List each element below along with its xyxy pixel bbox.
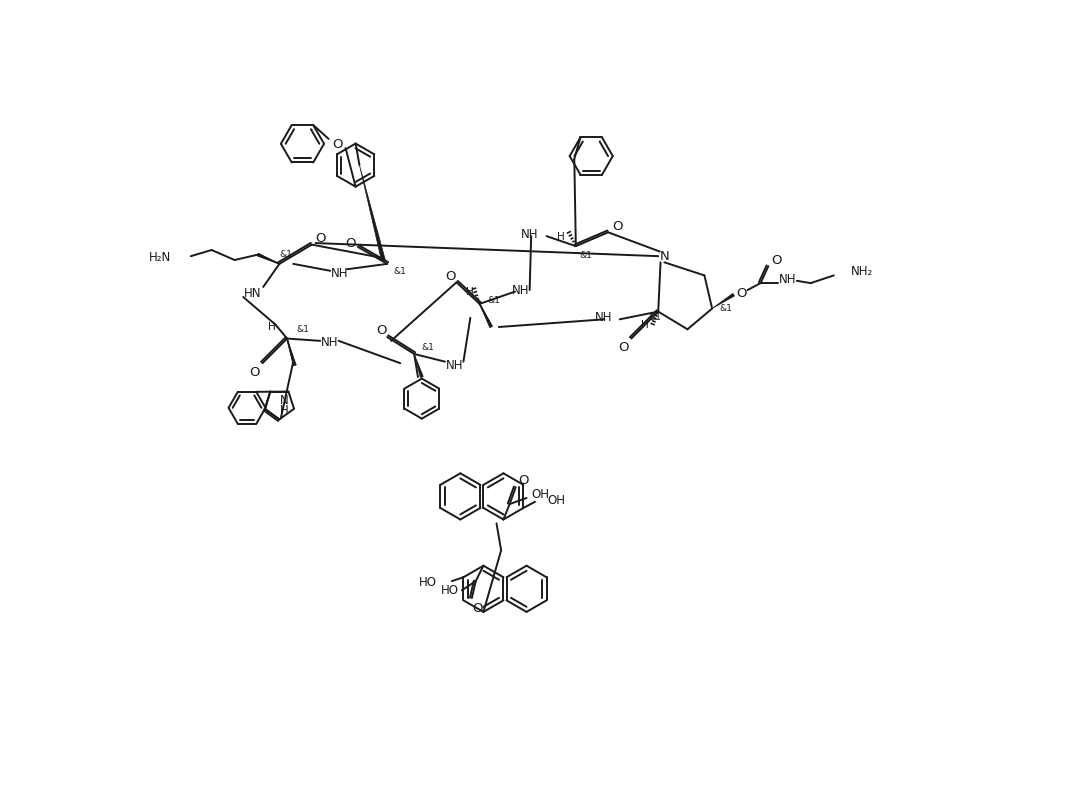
Polygon shape <box>287 338 296 366</box>
Text: &1: &1 <box>296 325 309 334</box>
Text: N: N <box>280 394 289 407</box>
Text: NH: NH <box>595 311 612 324</box>
Text: NH: NH <box>321 336 338 349</box>
Text: H: H <box>267 322 276 332</box>
Text: O: O <box>473 602 482 614</box>
Text: O: O <box>519 474 528 487</box>
Text: &1: &1 <box>393 267 406 276</box>
Text: H: H <box>556 232 564 242</box>
Text: &1: &1 <box>720 304 732 313</box>
Text: O: O <box>612 220 623 233</box>
Polygon shape <box>415 354 423 378</box>
Polygon shape <box>480 304 493 328</box>
Text: H₂N: H₂N <box>149 251 172 264</box>
Text: H: H <box>641 321 649 330</box>
Text: &1: &1 <box>422 343 435 352</box>
Text: &1: &1 <box>488 295 500 305</box>
Text: NH: NH <box>521 228 539 241</box>
Text: O: O <box>771 254 781 266</box>
Text: HN: HN <box>244 286 261 300</box>
Polygon shape <box>712 294 735 309</box>
Text: OH: OH <box>548 494 565 506</box>
Text: OH: OH <box>532 488 549 502</box>
Text: &1: &1 <box>279 250 292 259</box>
Text: H: H <box>466 287 474 298</box>
Text: &1: &1 <box>580 251 593 260</box>
Text: O: O <box>445 270 455 282</box>
Text: O: O <box>345 237 355 250</box>
Text: O: O <box>376 324 387 338</box>
Text: N: N <box>659 250 669 262</box>
Text: HO: HO <box>440 584 459 597</box>
Polygon shape <box>257 254 279 264</box>
Text: O: O <box>316 232 326 245</box>
Text: NH: NH <box>511 283 529 297</box>
Text: NH: NH <box>446 359 463 372</box>
Text: &1: &1 <box>648 314 661 322</box>
Text: HO: HO <box>419 576 436 589</box>
Text: O: O <box>619 342 628 354</box>
Text: H: H <box>280 403 289 417</box>
Text: O: O <box>736 286 746 300</box>
Text: O: O <box>333 138 344 151</box>
Text: NH: NH <box>331 266 348 280</box>
Polygon shape <box>360 165 386 261</box>
Text: NH: NH <box>779 273 796 286</box>
Text: O: O <box>249 366 260 379</box>
Text: NH₂: NH₂ <box>851 265 873 278</box>
